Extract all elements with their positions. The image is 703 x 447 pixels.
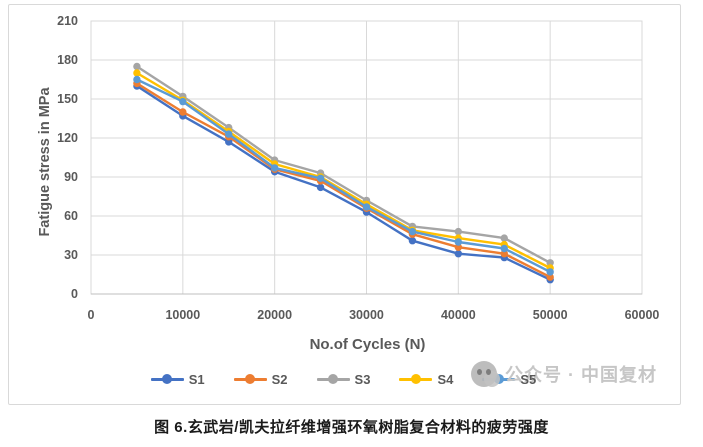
y-tick-label-60: 60 [64, 209, 78, 223]
legend-line-marker-icon [233, 374, 267, 384]
x-tick-label-40000: 40000 [440, 308, 476, 322]
data-point-S2-10000 [179, 108, 187, 116]
x-tick-label-20000: 20000 [257, 308, 293, 322]
series-line-S2 [135, 82, 552, 279]
legend-line-marker-icon [399, 374, 433, 384]
data-point-S1-25000 [316, 183, 325, 192]
data-point-S3-45000 [500, 234, 508, 242]
x-tick-label-60000: 60000 [624, 308, 660, 322]
data-point-S5-20000 [270, 164, 279, 172]
series-line-S1 [135, 84, 552, 281]
data-point-S5-30000 [362, 203, 371, 211]
data-point-S3-50000 [546, 259, 554, 267]
legend-label-S3: S3 [354, 371, 371, 387]
data-point-S3-40000 [454, 227, 463, 236]
legend-label-S2: S2 [271, 371, 288, 387]
data-point-S5-45000 [500, 244, 508, 253]
legend-line-marker-icon [150, 374, 184, 384]
series-line-S3 [135, 65, 552, 264]
legend-item-S2: S2 [233, 371, 288, 387]
y-tick-label-90: 90 [64, 170, 78, 184]
legend-item-S1: S1 [150, 371, 205, 387]
data-point-S4-5000 [133, 69, 141, 77]
y-tick-label-30: 30 [64, 248, 78, 262]
y-tick-label-210: 210 [57, 14, 78, 28]
legend-label-S1: S1 [188, 371, 205, 387]
y-tick-label-150: 150 [57, 92, 78, 106]
data-point-S2-45000 [500, 250, 508, 258]
chart-frame: Fatigue stress in MPa No.of Cycles (N) [8, 4, 681, 405]
data-point-S5-35000 [408, 227, 417, 236]
legend-line-marker-icon [316, 374, 350, 384]
data-point-S5-5000 [133, 75, 141, 84]
y-tick-label-180: 180 [57, 53, 78, 67]
series-line-S5 [135, 78, 552, 274]
legend-item-S4: S4 [399, 372, 453, 387]
data-point-S5-40000 [454, 238, 463, 246]
x-tick-label-10000: 10000 [165, 308, 201, 322]
watermark-text: 公众号 · 中国复材 [505, 365, 657, 385]
legend-item-S3: S3 [316, 371, 371, 387]
data-point-S5-15000 [225, 130, 233, 138]
x-tick-label-30000: 30000 [349, 308, 384, 322]
data-point-S3-5000 [133, 62, 141, 71]
data-point-S1-15000 [225, 138, 233, 146]
data-point-S5-25000 [316, 174, 325, 182]
data-point-S5-50000 [546, 268, 554, 276]
figure-caption: 图 6.玄武岩/凯夫拉纤维增强环氧树脂复合材料的疲劳强度 [154, 419, 549, 436]
data-point-S1-35000 [408, 237, 417, 245]
data-point-S5-10000 [179, 97, 187, 106]
data-point-S2-40000 [454, 243, 463, 251]
x-tick-label-0: 0 [87, 308, 95, 322]
y-tick-label-0: 0 [71, 287, 78, 301]
legend-label-S4: S4 [437, 371, 454, 387]
y-tick-label-120: 120 [57, 131, 78, 145]
x-tick-label-50000: 50000 [532, 308, 568, 322]
x-axis-title: No.of Cycles (N) [309, 336, 426, 353]
data-point-S2-50000 [546, 273, 554, 281]
series-line-S4 [135, 71, 552, 270]
data-point-S1-40000 [454, 250, 463, 258]
wechat-account-logo-icon [471, 360, 500, 388]
legend-label-S5: S5 [520, 371, 537, 387]
watermark: 公众号 · 中国复材 [471, 360, 657, 388]
